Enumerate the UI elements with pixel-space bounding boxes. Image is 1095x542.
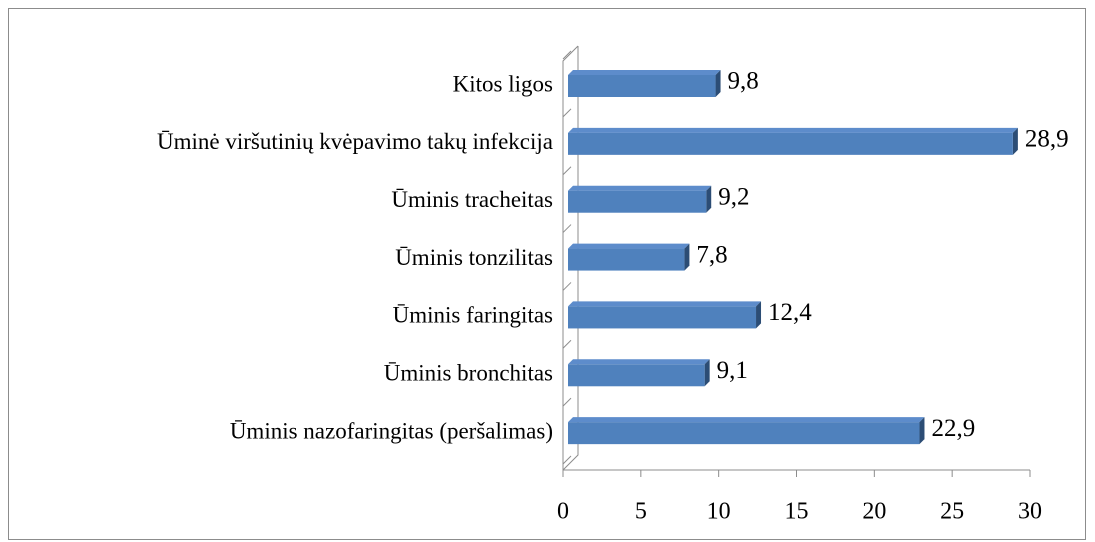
bar [568,306,757,329]
x-tick-label: 15 [785,499,809,525]
bar-side [756,301,762,329]
data-label: 12,4 [768,299,812,326]
x-tick-label: 20 [862,499,886,525]
data-label: 28,9 [1025,126,1069,153]
y-tick [562,50,572,60]
bar-top [568,185,712,191]
bar-side [1012,127,1018,155]
y-tick [562,339,572,349]
bar-top [568,417,925,423]
data-label: 22,9 [931,415,975,442]
bar [568,248,685,271]
y-tick [562,455,572,465]
x-tick-label: 30 [1018,499,1042,525]
y-tick [562,224,572,233]
x-tick-label: 25 [940,499,964,525]
bar-top [568,301,762,307]
bar-side [919,417,925,445]
data-label: 9,2 [718,183,749,210]
bar-top [568,127,1018,133]
bar-side [715,70,721,97]
bar [568,422,920,445]
x-tick-label: 10 [707,499,731,525]
bar [568,190,707,213]
y-tick [562,108,572,118]
y-tick-label: Ūminis nazofaringitas (peršalimas) [230,418,553,443]
y-tick-label: Ūminis faringitas [393,303,553,328]
bar-side [704,359,710,387]
y-tick-label: Ūminė viršutinių kvėpavimo takų infekcij… [157,129,553,154]
y-tick [562,282,572,291]
chart-border [8,8,1086,540]
data-label: 7,8 [696,241,727,268]
y-tick-label: Kitos ligos [453,71,553,96]
bar-top [568,243,690,249]
bar-side [706,185,712,213]
data-label: 9,1 [717,357,748,384]
bar-top [568,70,721,75]
y-tick-label: Ūminis tonzilitas [395,245,553,270]
y-tick [562,397,572,407]
bar-top [568,359,710,365]
x-tick-label: 5 [635,499,647,525]
x-tick-label: 0 [557,499,569,525]
data-label: 9,8 [728,68,759,95]
bar [568,364,705,387]
y-tick-label: Ūminis tracheitas [391,187,553,212]
bar [568,75,716,97]
y-tick [562,166,572,176]
bar-side [684,243,690,271]
bar [568,132,1013,155]
y-tick-label: Ūminis bronchitas [384,361,553,386]
